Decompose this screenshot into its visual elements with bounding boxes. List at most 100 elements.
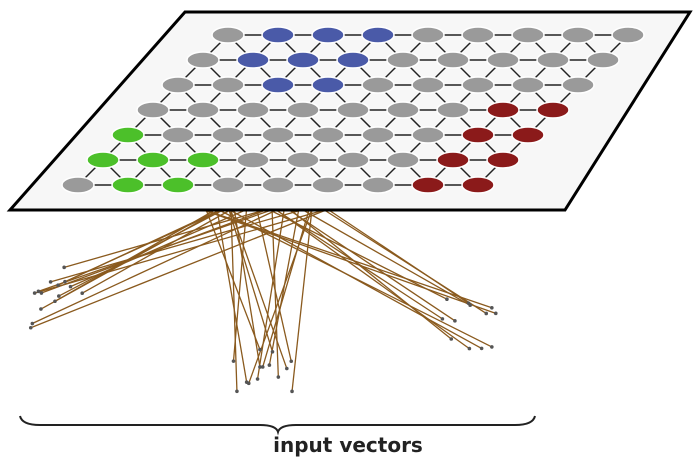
connection <box>216 209 248 383</box>
node <box>336 101 370 119</box>
connection <box>205 209 261 350</box>
node <box>311 176 345 194</box>
node <box>211 126 245 144</box>
input-point <box>484 311 489 316</box>
connection <box>275 209 470 350</box>
input-point <box>440 317 445 321</box>
connection <box>30 209 327 329</box>
input-point <box>62 265 66 270</box>
node <box>211 76 245 94</box>
node <box>186 151 220 169</box>
input-point <box>258 365 262 369</box>
node-grid <box>61 26 645 194</box>
node <box>311 126 345 144</box>
input-point <box>276 375 281 379</box>
node <box>411 176 445 194</box>
input-point <box>39 291 44 295</box>
input-point <box>453 319 457 323</box>
node <box>136 101 170 119</box>
input-point <box>48 280 53 284</box>
node <box>111 176 145 194</box>
node <box>286 51 320 69</box>
input-point <box>39 307 43 311</box>
input-point <box>63 279 67 284</box>
input-point <box>30 321 35 326</box>
input-point <box>445 297 449 302</box>
input-point <box>270 350 275 354</box>
node <box>586 51 620 69</box>
node <box>461 126 495 144</box>
node <box>386 151 420 169</box>
node <box>261 176 295 194</box>
input-point <box>235 389 239 394</box>
node <box>361 126 395 144</box>
node <box>561 76 595 94</box>
brace <box>19 415 536 436</box>
connection <box>57 209 221 286</box>
input-point <box>258 347 262 352</box>
node <box>86 151 120 169</box>
node <box>261 76 295 94</box>
input-point <box>290 389 294 394</box>
node <box>486 151 520 169</box>
node <box>186 101 220 119</box>
input-point <box>32 291 37 295</box>
connection <box>230 209 238 392</box>
input-point <box>36 289 41 294</box>
input-point <box>231 359 236 363</box>
node <box>486 101 520 119</box>
node <box>436 101 470 119</box>
node <box>461 26 495 44</box>
node <box>611 26 645 44</box>
node <box>511 126 545 144</box>
node <box>236 101 270 119</box>
connection <box>248 209 313 384</box>
input-point <box>28 325 33 330</box>
input-point <box>468 303 472 308</box>
node <box>361 176 395 194</box>
caption: input vectors <box>273 433 423 457</box>
node <box>386 101 420 119</box>
connection <box>233 209 261 368</box>
connection <box>302 209 471 306</box>
connection <box>34 209 325 294</box>
input-point <box>267 363 272 367</box>
node <box>261 26 295 44</box>
node <box>461 76 495 94</box>
connection <box>81 209 231 294</box>
input-point <box>57 294 61 298</box>
node <box>436 151 470 169</box>
input-point <box>449 337 454 341</box>
node <box>261 126 295 144</box>
node <box>161 126 195 144</box>
node <box>286 101 320 119</box>
connection <box>291 209 313 392</box>
node <box>336 51 370 69</box>
connection <box>269 209 448 300</box>
node <box>186 51 220 69</box>
node <box>211 176 245 194</box>
input-point <box>289 359 294 364</box>
connections <box>30 209 496 392</box>
node <box>436 51 470 69</box>
node <box>236 151 270 169</box>
node <box>161 76 195 94</box>
node <box>511 76 545 94</box>
node <box>411 76 445 94</box>
connection <box>288 209 456 322</box>
input-point <box>80 291 85 295</box>
node <box>461 176 495 194</box>
node <box>561 26 595 44</box>
input-point <box>479 346 484 351</box>
node <box>286 151 320 169</box>
connection <box>70 209 246 288</box>
node <box>536 101 570 119</box>
node <box>111 126 145 144</box>
node <box>386 51 420 69</box>
node <box>311 76 345 94</box>
input-point <box>493 311 498 316</box>
node <box>511 26 545 44</box>
node <box>161 176 195 194</box>
